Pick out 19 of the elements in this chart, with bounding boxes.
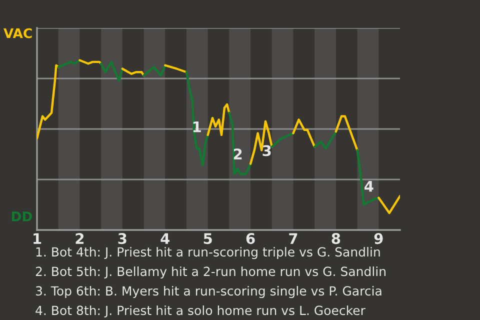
text: 2. Bot 5th: J. Bellamy hit a 2-run home run vs G. Sandlin [36,266,386,279]
annotation: 2 [234,148,242,160]
x-tick-label: 6 [246,233,255,244]
x-tick-label: 5 [204,233,212,244]
x-tick-label: 4 [160,233,170,244]
text: 4. Bot 8th: J. Priest hit a solo home run vs L. Goecker [36,305,366,318]
annotation: 3 [262,145,271,156]
annotation: 1 [193,122,201,132]
text: DD [12,212,32,222]
x-tick-label: 7 [289,233,298,244]
annotation: 4 [364,180,374,192]
text: 3. Top 6th: B. Myers hit a run-scoring single vs P. Garcia [36,286,382,298]
text: 1. Bot 4th: J. Priest hit a run-scoring triple vs G. Sandlin [36,246,380,260]
x-tick-label: 1 [34,233,42,244]
x-tick-label: 9 [374,233,383,244]
x-tick-label: 3 [118,233,126,244]
x-tick-label: 8 [332,233,340,244]
text: VAC [3,28,32,38]
x-tick-label: 2 [76,233,84,244]
